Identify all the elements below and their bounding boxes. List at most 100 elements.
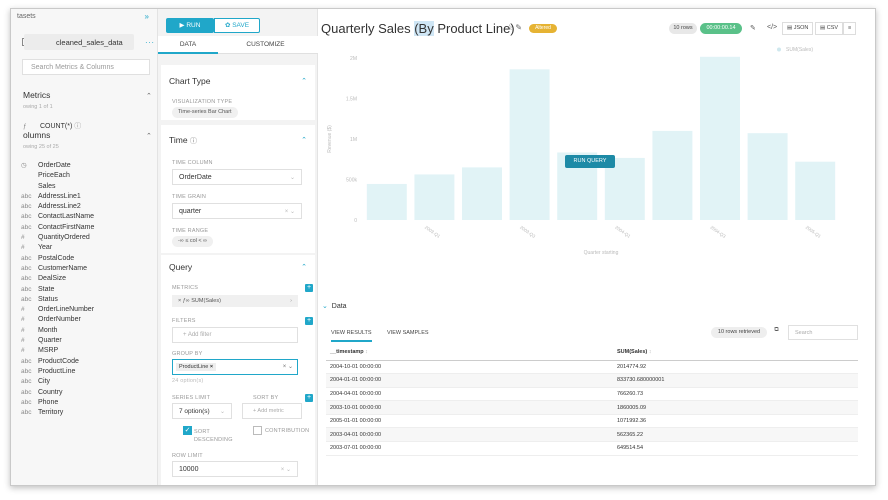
- chart-bar: [652, 130, 693, 220]
- column-item[interactable]: abc CustomerName: [21, 264, 94, 274]
- time-card: Time ⓘ ⌃ TIME COLUMN OrderDate ⌄ TIME GRA…: [161, 125, 315, 253]
- time-section-title[interactable]: Time ⓘ: [169, 135, 197, 146]
- column-item[interactable]: ◷ OrderDate: [21, 161, 94, 171]
- file-icon: ▤: [820, 25, 827, 31]
- row-limit-select[interactable]: 10000 × ⌄: [172, 461, 298, 477]
- metrics-section-title[interactable]: Metrics: [23, 90, 51, 100]
- column-item[interactable]: abc Country: [21, 388, 94, 398]
- metric-item[interactable]: ƒ COUNT(*) ⓘ: [23, 121, 81, 131]
- column-item[interactable]: # Month: [21, 326, 94, 336]
- embed-icon[interactable]: </>: [767, 24, 778, 31]
- column-item[interactable]: PriceEach: [21, 171, 94, 181]
- chart-type-caret-icon[interactable]: ⌃: [301, 78, 307, 85]
- save-button[interactable]: ✿ SAVE: [214, 18, 260, 33]
- columns-caret-icon[interactable]: ⌃: [146, 133, 152, 140]
- run-button[interactable]: ▶ RUN: [166, 18, 214, 33]
- collapse-icon[interactable]: »: [144, 12, 149, 21]
- clear-chevron-icon[interactable]: × ⌄: [282, 364, 293, 370]
- time-column-select[interactable]: OrderDate ⌄: [172, 169, 302, 185]
- x-tick-label: 2004-Q1: [614, 225, 632, 239]
- column-item[interactable]: abc PostalCode: [21, 254, 94, 264]
- chevron-down-icon: ⌄: [219, 409, 225, 415]
- chart-bar: [509, 69, 550, 220]
- time-grain-label: TIME GRAIN: [172, 194, 207, 200]
- column-item[interactable]: # OrderLineNumber: [21, 305, 94, 315]
- column-item-label: OrderLineNumber: [38, 306, 95, 314]
- column-type-icon: abc: [21, 203, 32, 211]
- column-item[interactable]: abc ContactLastName: [21, 212, 94, 222]
- tab-view-results[interactable]: VIEW RESULTS: [331, 330, 372, 342]
- remove-icon[interactable]: ×: [178, 298, 183, 304]
- column-item[interactable]: abc ProductCode: [21, 357, 94, 367]
- results-search-input[interactable]: Search: [788, 325, 858, 340]
- columns-section-title[interactable]: olumns: [23, 130, 51, 140]
- column-item[interactable]: abc DealSize: [21, 274, 94, 284]
- copy-icon[interactable]: ⧉: [774, 327, 779, 333]
- dataset-more-icon[interactable]: ···: [145, 38, 155, 47]
- json-button[interactable]: ▤ JSON: [782, 22, 814, 35]
- column-item[interactable]: # QuantityOrdered: [21, 233, 94, 243]
- column-item[interactable]: abc Phone: [21, 398, 94, 408]
- datasource-panel: tasets » cleaned_sales_data ··· Search M…: [11, 9, 158, 485]
- group-by-select[interactable]: ProductLine × × ⌄: [172, 359, 298, 375]
- y-tick-label: 2M: [350, 56, 357, 62]
- column-item[interactable]: # Quarter: [21, 336, 94, 346]
- time-grain-select[interactable]: quarter × ⌄: [172, 203, 302, 219]
- sort-descending-checkbox[interactable]: ✓: [183, 426, 192, 435]
- column-item[interactable]: # OrderNumber: [21, 315, 94, 325]
- column-item[interactable]: abc ProductLine: [21, 367, 94, 377]
- table-cell: 2003-07-01 00:00:00: [326, 441, 613, 456]
- star-icon[interactable]: ☆: [506, 23, 514, 32]
- contribution-checkbox[interactable]: [253, 426, 262, 435]
- csv-button[interactable]: ▤ CSV: [815, 22, 844, 35]
- edit-icon[interactable]: ✎: [515, 23, 523, 32]
- y-tick-label: 1.5M: [346, 97, 357, 103]
- tab-data[interactable]: DATA: [158, 36, 218, 54]
- column-item[interactable]: abc ContactFirstName: [21, 223, 94, 233]
- sort-by-input[interactable]: + Add metric: [242, 403, 302, 419]
- link-icon[interactable]: ✎: [750, 25, 756, 32]
- column-type-icon: #: [21, 347, 25, 355]
- column-item[interactable]: abc City: [21, 377, 94, 387]
- altered-badge[interactable]: Altered: [529, 24, 557, 33]
- column-header-sales[interactable]: SUM(Sales) ↕: [613, 345, 858, 361]
- add-metric-icon[interactable]: +: [305, 284, 313, 292]
- sort-by-label: SORT BY: [253, 395, 279, 401]
- add-filter-input[interactable]: + Add filter: [172, 327, 298, 343]
- column-type-icon: abc: [21, 192, 32, 200]
- series-limit-label: SERIES LIMIT: [172, 395, 211, 401]
- column-type-icon: #: [21, 326, 25, 334]
- control-panel: ▶ RUN ✿ SAVE DATA CUSTOMIZE Chart Type ⌃…: [158, 9, 318, 485]
- column-item[interactable]: abc AddressLine1: [21, 192, 94, 202]
- dataset-selector[interactable]: cleaned_sales_data: [24, 34, 134, 50]
- metrics-caret-icon[interactable]: ⌃: [146, 93, 152, 100]
- data-section-header[interactable]: ⌄ Data: [322, 302, 347, 310]
- column-item[interactable]: abc AddressLine2: [21, 202, 94, 212]
- time-range-selector[interactable]: -∞ ≤ col < ∞: [172, 236, 214, 247]
- column-item[interactable]: # MSRP: [21, 346, 94, 356]
- viz-type-selector[interactable]: Time-series Bar Chart: [172, 107, 238, 118]
- time-caret-icon[interactable]: ⌃: [301, 137, 307, 144]
- column-item[interactable]: abc Status: [21, 295, 94, 305]
- tab-customize[interactable]: CUSTOMIZE: [246, 41, 285, 48]
- chart-type-title[interactable]: Chart Type: [169, 76, 211, 86]
- query-title[interactable]: Query: [169, 262, 193, 272]
- add-sort-icon[interactable]: +: [305, 394, 313, 402]
- time-column-value: OrderDate: [179, 174, 212, 181]
- column-header-timestamp[interactable]: __timestamp ↕: [326, 345, 613, 361]
- metric-tag[interactable]: × ƒ∞ SUM(Sales) ›: [172, 295, 298, 307]
- column-item[interactable]: abc State: [21, 285, 94, 295]
- column-item[interactable]: Sales: [21, 182, 94, 192]
- tab-view-samples[interactable]: VIEW SAMPLES: [387, 330, 429, 336]
- metrics-columns-search[interactable]: Search Metrics & Columns: [22, 59, 150, 75]
- column-item[interactable]: abc Territory: [21, 408, 94, 418]
- series-limit-select[interactable]: 7 option(s) ⌄: [172, 403, 232, 419]
- run-query-overlay-button[interactable]: RUN QUERY: [565, 155, 615, 168]
- add-filter-icon[interactable]: +: [305, 317, 313, 325]
- chart-title[interactable]: Quarterly Sales (By Product Line): [321, 21, 515, 36]
- column-item[interactable]: # Year: [21, 243, 94, 253]
- menu-icon[interactable]: ≡: [843, 22, 857, 35]
- remove-tag-icon[interactable]: ×: [209, 364, 214, 370]
- group-by-tag[interactable]: ProductLine ×: [176, 363, 217, 371]
- query-caret-icon[interactable]: ⌃: [301, 264, 307, 271]
